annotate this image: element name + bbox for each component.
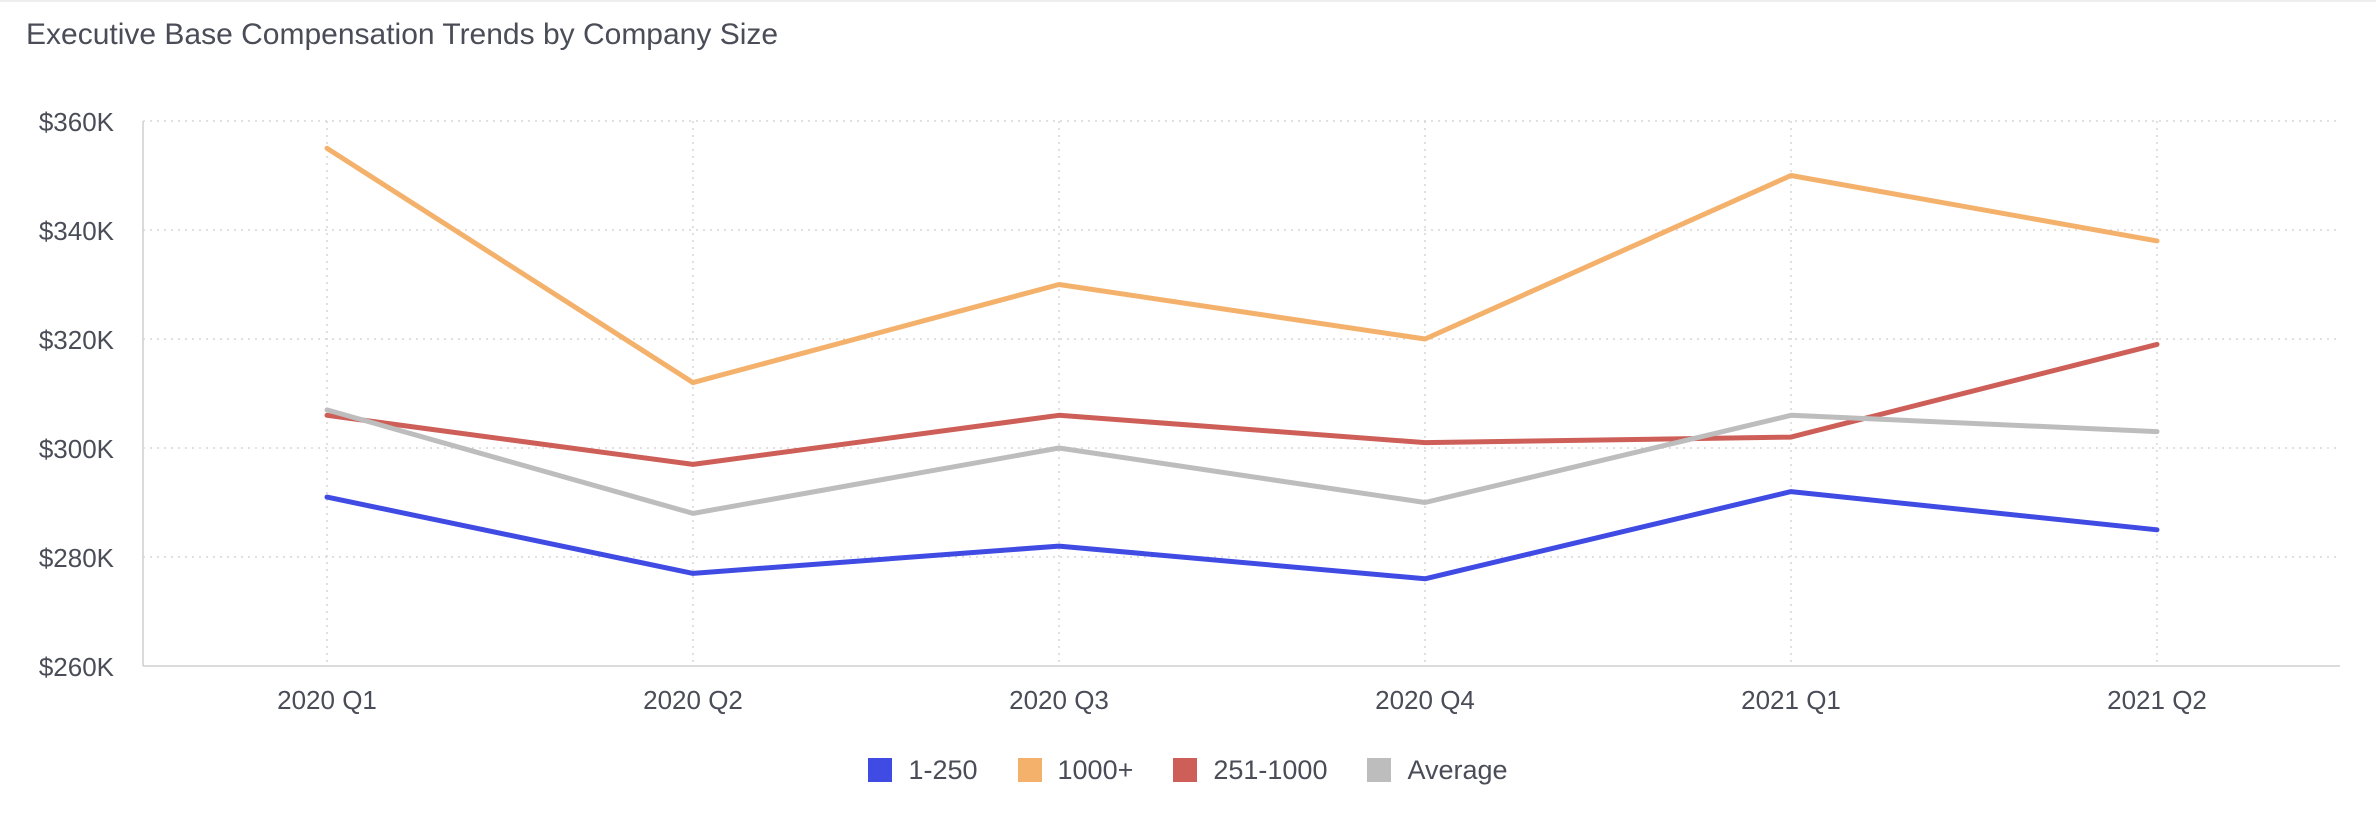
x-tick-label: 2020 Q1: [277, 685, 377, 715]
chart-title: Executive Base Compensation Trends by Co…: [26, 18, 779, 51]
series-lines: [324, 145, 2160, 582]
legend-item-251-1000[interactable]: 251-1000: [1173, 755, 1327, 786]
axes: [142, 121, 2340, 667]
top-divider: [0, 0, 2376, 2]
legend-swatch: [1367, 758, 1392, 782]
x-tick-label: 2020 Q2: [643, 685, 743, 715]
legend-item-1000-[interactable]: 1000+: [1017, 754, 1134, 786]
legend-label: 251-1000: [1213, 754, 1328, 785]
series-line-average[interactable]: [324, 407, 2160, 516]
legend-item-average[interactable]: Average: [1367, 754, 1508, 786]
series-line-1-250[interactable]: [324, 489, 2160, 582]
legend-swatch: [1173, 758, 1198, 782]
x-axis-ticks: 2020 Q1 2020 Q2 2020 Q3 2020 Q4 2021 Q1 2021 …: [277, 685, 2207, 715]
y-tick-label: $340K: [39, 216, 115, 246]
x-tick-label: 2021 Q1: [1741, 685, 1841, 715]
series-line-1000-[interactable]: [324, 145, 2160, 386]
x-tick-label: 2020 Q4: [1375, 685, 1475, 715]
legend-label: Average: [1407, 754, 1508, 785]
y-tick-label: $320K: [39, 325, 115, 355]
legend-label: 1-250: [908, 754, 978, 785]
legend-label: 1000+: [1057, 754, 1134, 785]
y-tick-label: $280K: [39, 543, 115, 573]
series-line-251-1000[interactable]: [324, 341, 2160, 467]
legend-swatch: [1017, 758, 1042, 782]
legend-swatch: [868, 758, 893, 782]
x-tick-label: 2021 Q2: [2107, 685, 2207, 715]
legend-item-1-250[interactable]: 1-250: [868, 754, 978, 786]
y-tick-label: $260K: [39, 652, 115, 682]
grid-lines: [143, 120, 2340, 666]
y-tick-label: $300K: [39, 434, 115, 464]
y-tick-label: $360K: [39, 107, 115, 137]
x-tick-label: 2020 Q3: [1009, 685, 1109, 715]
chart-legend: 1-250 1000+ 251-1000 Average: [0, 748, 2376, 792]
y-axis-ticks: $260K $280K $300K $320K $340K $360K: [39, 107, 115, 682]
